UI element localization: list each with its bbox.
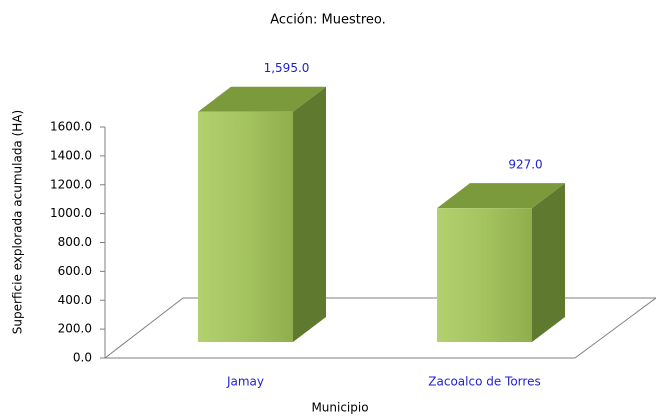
x-tick-label: Jamay [226,375,264,389]
data-label: 1,595.0 [264,61,310,75]
x-tick-label: Zacoalco de Torres [428,375,540,389]
floor [103,297,656,359]
y-tick-label: 800.0 [58,235,92,249]
bar [198,111,293,342]
bar-top [198,86,326,112]
bar [437,208,532,342]
chart-title: Acción: Muestreo. [270,13,386,28]
bar-top [437,183,565,209]
y-tick-label: 600.0 [58,264,92,278]
y-tick-label: 0.0 [73,351,92,365]
bar-side [293,86,326,342]
y-tick-label: 1400.0 [50,148,92,162]
y-tick-label: 1600.0 [50,120,92,134]
bar-side [532,183,565,342]
y-axis-label: Superficie explorada acumulada (HA) [11,110,25,334]
y-tick-label: 1000.0 [50,206,92,220]
data-label: 927.0 [508,158,542,172]
y-tick-label: 400.0 [58,293,92,307]
y-tick-label: 1200.0 [50,177,92,191]
y-tick-label: 200.0 [58,322,92,336]
x-axis-label: Municipio [311,401,368,415]
